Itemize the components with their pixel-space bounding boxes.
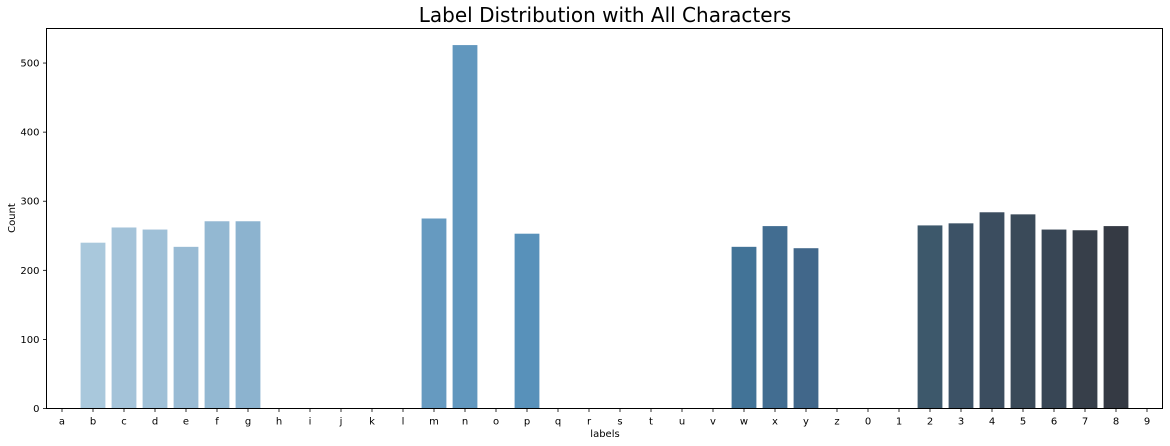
bars-group — [80, 45, 1129, 409]
x-tick-label: 0 — [865, 417, 871, 428]
x-tick-label: s — [617, 417, 622, 428]
y-tick-label: 200 — [20, 266, 39, 277]
bar-6 — [1041, 229, 1067, 409]
bar-p — [514, 233, 540, 409]
x-tick-label: o — [493, 417, 499, 428]
y-axis-label: Count — [7, 203, 18, 233]
bar-w — [731, 246, 757, 409]
bar-x — [762, 226, 788, 409]
x-tick-label: 3 — [958, 417, 964, 428]
x-tick-label: z — [834, 417, 839, 428]
x-tick-label: m — [429, 417, 439, 428]
x-axis-ticks: a b c d e f g h i j k l m n o p q r s t u v w x y z 0 1 2 3 4 5 6 7 8 9 — [59, 408, 1150, 428]
x-tick-label: d — [152, 417, 158, 428]
x-tick-label: r — [587, 417, 592, 428]
x-axis-label: labels — [590, 429, 619, 440]
x-tick-label: h — [276, 417, 282, 428]
bar-y — [793, 248, 819, 409]
bar-2 — [917, 225, 943, 409]
bar-b — [80, 242, 106, 409]
bar-g — [235, 221, 261, 409]
x-tick-label: u — [679, 417, 685, 428]
x-tick-label: f — [215, 417, 219, 428]
bar-8 — [1103, 226, 1129, 409]
y-tick-label: 300 — [20, 197, 39, 208]
bar-e — [173, 246, 199, 409]
x-tick-label: n — [462, 417, 468, 428]
x-tick-label: 4 — [989, 417, 995, 428]
x-tick-label: g — [245, 417, 251, 428]
y-tick-label: 500 — [20, 59, 39, 70]
x-tick-label: w — [740, 417, 748, 428]
x-tick-label: c — [121, 417, 127, 428]
x-tick-label: b — [90, 417, 96, 428]
bar-m — [421, 218, 447, 409]
y-tick-label: 400 — [20, 128, 39, 139]
bar-5 — [1010, 214, 1036, 409]
bar-4 — [979, 212, 1005, 409]
y-axis-ticks: 0 100 200 300 400 500 — [20, 59, 47, 415]
x-tick-label: x — [772, 417, 778, 428]
x-tick-label: l — [402, 417, 405, 428]
bar-7 — [1072, 230, 1098, 409]
x-tick-label: t — [649, 417, 653, 428]
x-tick-label: y — [803, 417, 809, 428]
plot-frame — [46, 28, 1163, 409]
x-tick-label: 9 — [1144, 417, 1150, 428]
x-tick-label: q — [555, 417, 561, 428]
chart-title: Label Distribution with All Characters — [419, 3, 791, 27]
x-tick-label: v — [710, 417, 716, 428]
bar-f — [204, 221, 230, 409]
x-tick-label: 7 — [1082, 417, 1088, 428]
x-tick-label: 8 — [1113, 417, 1119, 428]
x-tick-label: i — [309, 417, 312, 428]
x-tick-label: 5 — [1020, 417, 1026, 428]
x-tick-label: 6 — [1051, 417, 1057, 428]
x-tick-label: e — [183, 417, 189, 428]
y-tick-label: 0 — [33, 404, 39, 415]
x-tick-label: 2 — [927, 417, 933, 428]
x-tick-label: p — [524, 417, 530, 428]
bar-c — [111, 227, 137, 409]
x-tick-label: 1 — [896, 417, 902, 428]
x-tick-label: k — [369, 417, 375, 428]
x-tick-label: j — [339, 417, 343, 428]
bar-3 — [948, 223, 974, 409]
bar-n — [452, 45, 478, 409]
x-tick-label: a — [59, 417, 65, 428]
bar-d — [142, 229, 168, 409]
y-tick-label: 100 — [20, 335, 39, 346]
